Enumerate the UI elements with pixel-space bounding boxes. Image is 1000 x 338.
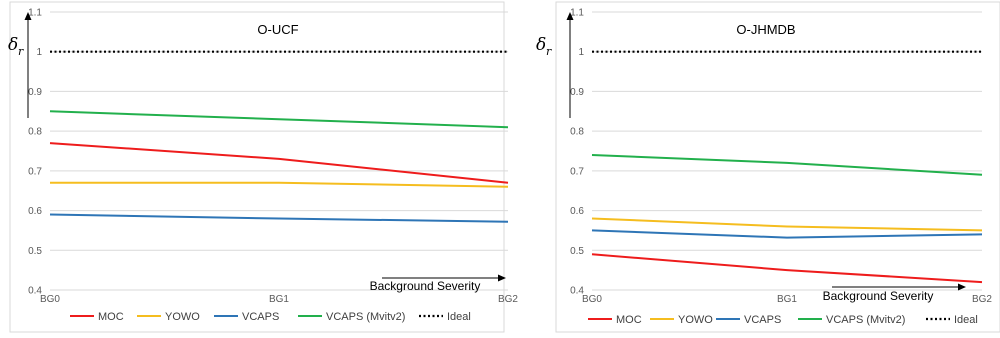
legend-label-yowo: YOWO [165, 311, 200, 323]
x-tick-label-bg0: BG0 [582, 294, 602, 305]
y-axis-label: δ [536, 35, 546, 55]
series-line-vcaps-mvitv2 [49, 110, 509, 129]
chart-o-ucf: 0.4 0.5 0.6 0.7 0.8 0.9 1 1.1 δ r BG0 BG1 BG2 O-UCF Ba… [8, 1, 518, 333]
y-tick-label: 0.8 [28, 127, 42, 138]
y-tick-label: 1.1 [28, 8, 42, 19]
legend-label-ideal: Ideal [447, 311, 471, 323]
series-line-vcaps [591, 229, 983, 239]
x-tick-label-bg1: BG1 [777, 294, 797, 305]
legend-label-moc: MOC [616, 314, 642, 326]
y-tick-label: 0.4 [570, 286, 584, 297]
y-tick-label: 0.7 [28, 166, 42, 177]
y-axis-label-subscript: r [18, 45, 24, 58]
chart-o-jhmdb-svg: 0.4 0.5 0.6 0.7 0.8 0.9 1 1.1 δ r BG0 BG1 BG2 O-JHMDB… [536, 1, 1000, 333]
chart-title: O-UCF [257, 22, 298, 37]
y-axis-label: δ [8, 35, 18, 55]
x-axis-arrow-head [958, 283, 966, 291]
chart-frame [555, 1, 1000, 333]
x-axis-arrow-head [498, 274, 506, 282]
y-tick-label: 1 [36, 47, 42, 58]
series-line-yowo [50, 181, 509, 188]
legend-label-vcaps-mvitv2: VCAPS (Mvitv2) [826, 314, 905, 326]
y-tick-label: 0.7 [570, 166, 584, 177]
chart-frame [9, 1, 505, 333]
y-tick-label: 0.5 [28, 246, 42, 257]
chart-title: O-JHMDB [736, 22, 795, 37]
y-tick-label: 0.6 [570, 206, 584, 217]
series-line-yowo [591, 217, 983, 232]
chart-o-ucf-svg: 0.4 0.5 0.6 0.7 0.8 0.9 1 1.1 δ r BG0 BG1 BG2 O-UCF Ba… [8, 1, 518, 333]
y-axis-label-subscript: r [546, 45, 552, 58]
series-line-vcaps-mvitv2 [591, 154, 983, 176]
y-tick-label: 0.4 [28, 286, 42, 297]
y-tick-label: 0.9 [28, 87, 42, 98]
legend-label-yowo: YOWO [678, 314, 713, 326]
legend-label-vcaps: VCAPS [744, 314, 781, 326]
y-tick-label: 1 [578, 47, 584, 58]
chart-o-jhmdb: 0.4 0.5 0.6 0.7 0.8 0.9 1 1.1 δ r BG0 BG1 BG2 O-JHMDB… [530, 0, 1000, 338]
x-tick-label-bg2: BG2 [498, 294, 518, 305]
x-tick-label-bg1: BG1 [269, 294, 289, 305]
series-line-vcaps [49, 213, 509, 223]
x-axis-annotation: Background Severity [370, 279, 481, 293]
legend-label-ideal: Ideal [954, 314, 978, 326]
legend-label-moc: MOC [98, 311, 124, 323]
y-axis-arrow-head [566, 12, 574, 20]
y-tick-label: 0.5 [570, 246, 584, 257]
series-line-moc [591, 253, 983, 284]
y-tick-label: 0.6 [28, 206, 42, 217]
series-line-moc [49, 142, 509, 184]
legend-label-vcaps-mvitv2: VCAPS (Mvitv2) [326, 311, 405, 323]
x-tick-label-bg2: BG2 [972, 294, 992, 305]
y-tick-label: 0.8 [570, 127, 584, 138]
y-tick-label: 0.9 [570, 87, 584, 98]
y-tick-label: 1.1 [570, 8, 584, 19]
y-axis-arrow-head [24, 12, 32, 20]
x-axis-annotation: Background Severity [823, 289, 934, 303]
legend-label-vcaps: VCAPS [242, 311, 279, 323]
x-tick-label-bg0: BG0 [40, 294, 60, 305]
